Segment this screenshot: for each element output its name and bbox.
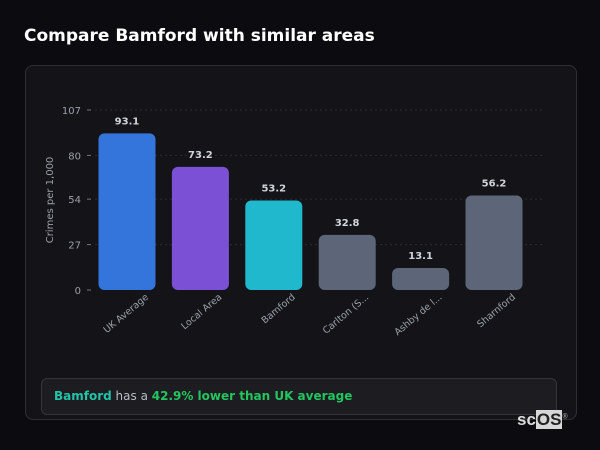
y-tick-label: 27 xyxy=(68,241,81,252)
x-tick-label: Local Area xyxy=(179,292,224,332)
value-label: 93.1 xyxy=(115,116,140,127)
value-label: 56.2 xyxy=(482,178,507,189)
y-tick-label: 107 xyxy=(62,106,81,117)
x-tick-label: UK Average xyxy=(102,292,151,336)
y-axis-label: Crimes per 1,000 xyxy=(45,157,56,244)
value-label: 53.2 xyxy=(261,184,286,195)
x-tick-label: Bamford xyxy=(260,292,298,326)
summary-text: has a xyxy=(111,389,152,403)
bar-1 xyxy=(171,166,229,290)
value-label: 73.2 xyxy=(188,150,213,161)
summary-comparison: 42.9% lower than UK average xyxy=(151,389,353,403)
x-tick-label: Sharnford xyxy=(475,292,518,330)
scos-logo: scOS® xyxy=(517,410,568,429)
bar-5 xyxy=(465,195,523,290)
summary-area: Bamford xyxy=(54,389,112,403)
x-tick-label: Carlton (S... xyxy=(321,292,371,337)
bar-3 xyxy=(318,234,376,290)
value-label: 13.1 xyxy=(408,251,433,262)
bar-4 xyxy=(392,267,450,290)
bar-0 xyxy=(98,133,156,290)
page-title: Compare Bamford with similar areas xyxy=(24,26,375,46)
bar-2 xyxy=(245,200,303,290)
x-tick-label: Ashby de l... xyxy=(392,292,444,338)
y-tick-label: 54 xyxy=(68,195,81,206)
value-label: 32.8 xyxy=(335,218,360,229)
comparison-summary: Bamford has a 42.9% lower than UK averag… xyxy=(41,378,557,415)
y-tick-label: 0 xyxy=(75,286,81,297)
y-tick-label: 80 xyxy=(68,151,81,162)
